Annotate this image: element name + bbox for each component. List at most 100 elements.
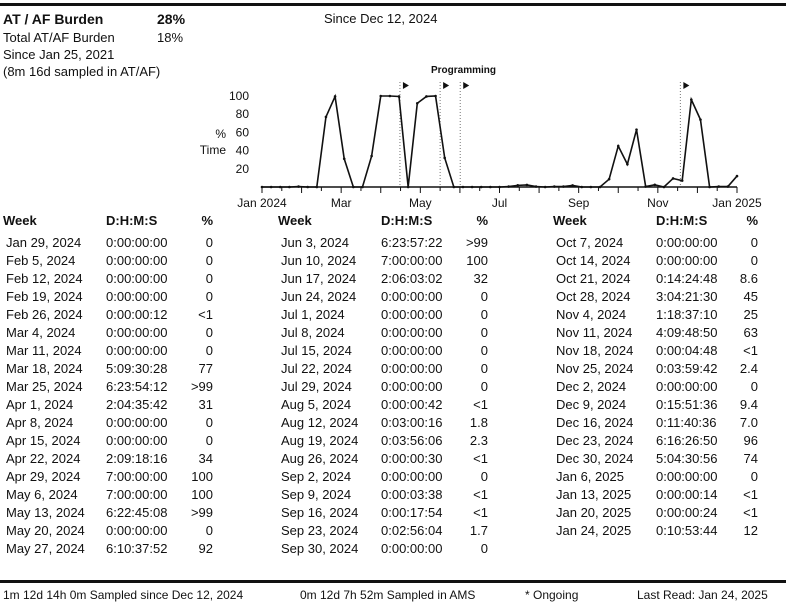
cell-week: Dec 23, 2024 <box>556 433 634 448</box>
cell-dhms: 7:00:00:00 <box>106 487 168 502</box>
cell-pct: 0 <box>750 253 758 268</box>
y-tick-label: 40 <box>236 144 250 158</box>
data-point <box>370 154 373 158</box>
cell-dhms: 0:00:00:00 <box>656 469 718 484</box>
table-row: May 13, 2024 6:22:45:08 >99 <box>3 505 213 523</box>
cell-pct: <1 <box>198 307 213 322</box>
header-week: Week <box>553 213 587 228</box>
cell-week: May 27, 2024 <box>6 541 85 556</box>
table-row: Apr 1, 2024 2:04:35:42 31 <box>3 397 213 415</box>
cell-dhms: 0:00:00:00 <box>106 433 168 448</box>
data-point <box>635 128 638 131</box>
data-point <box>324 115 328 119</box>
cell-pct: 0 <box>205 343 213 358</box>
cell-pct: 100 <box>466 253 488 268</box>
data-point <box>434 94 437 98</box>
cell-pct: 0 <box>480 289 488 304</box>
cell-pct: 2.3 <box>469 433 488 448</box>
cell-pct: >99 <box>190 505 213 520</box>
data-point <box>297 185 300 188</box>
cell-week: Dec 30, 2024 <box>556 451 634 466</box>
cell-week: Mar 4, 2024 <box>6 325 76 340</box>
cell-dhms: 2:09:18:16 <box>106 451 168 466</box>
data-point <box>525 183 529 187</box>
cell-week: Sep 2, 2024 <box>281 469 352 484</box>
cell-week: Nov 18, 2024 <box>556 343 634 358</box>
cell-week: Aug 26, 2024 <box>281 451 359 466</box>
cell-pct: 7.0 <box>739 415 758 430</box>
burden-series-line <box>262 93 738 188</box>
table-row: Sep 16, 2024 0:00:17:54 <1 <box>278 505 488 523</box>
table-row: Jun 24, 2024 0:00:00:00 0 <box>278 289 488 307</box>
cell-dhms: 0:00:00:00 <box>106 415 168 430</box>
cell-pct: 0 <box>205 415 213 430</box>
cell-pct: 0 <box>750 235 758 250</box>
x-tick-label: Mar <box>331 196 352 210</box>
data-point <box>315 185 319 189</box>
cell-dhms: 0:00:00:00 <box>381 469 443 484</box>
cell-week: Feb 19, 2024 <box>6 289 83 304</box>
table-row: Dec 9, 2024 0:15:51:36 9.4 <box>553 397 758 415</box>
cell-dhms: 0:00:00:30 <box>381 451 443 466</box>
table-row: Sep 23, 2024 0:02:56:04 1.7 <box>278 523 488 541</box>
table-row: Sep 2, 2024 0:00:00:00 0 <box>278 469 488 487</box>
programming-marker-icon <box>683 82 690 89</box>
header-dhms: D:H:M:S <box>106 213 158 228</box>
table-column-2: Week D:H:M:S% Jun 3, 2024 6:23:57:22 >99 Jun … <box>278 213 488 559</box>
data-point <box>443 156 446 160</box>
table-row: Jul 1, 2024 0:00:00:00 0 <box>278 307 488 325</box>
cell-dhms: 5:04:30:56 <box>656 451 718 466</box>
cell-week: Sep 30, 2024 <box>281 541 359 556</box>
x-tick-label: Jan 2024 <box>237 196 287 210</box>
data-point <box>534 185 538 188</box>
table-row: Aug 12, 2024 0:03:00:16 1.8 <box>278 415 488 433</box>
table-row: Mar 11, 2024 0:00:00:00 0 <box>3 343 213 361</box>
cell-week: Jul 29, 2024 <box>281 379 352 394</box>
cell-dhms: 0:00:00:42 <box>381 397 443 412</box>
cell-week: Jul 15, 2024 <box>281 343 352 358</box>
table-row: Oct 21, 2024 0:14:24:48 8.6 <box>553 271 758 289</box>
table-row: May 6, 2024 7:00:00:00 100 <box>3 487 213 505</box>
cell-dhms: 0:00:00:00 <box>106 523 168 538</box>
table-row: Aug 26, 2024 0:00:00:30 <1 <box>278 451 488 469</box>
cell-pct: 1.8 <box>469 415 488 430</box>
data-point <box>260 185 264 189</box>
data-point <box>352 185 355 189</box>
data-point <box>288 185 291 189</box>
cell-dhms: 0:03:00:16 <box>381 415 443 430</box>
cell-dhms: 3:04:21:30 <box>656 289 718 304</box>
cell-pct: 100 <box>191 487 213 502</box>
cell-week: Apr 1, 2024 <box>6 397 74 412</box>
table-row: Apr 15, 2024 0:00:00:00 0 <box>3 433 213 451</box>
footer-last-read: Last Read: Jan 24, 2025 <box>637 588 768 602</box>
cell-pct: 0 <box>205 271 213 286</box>
cell-week: Oct 28, 2024 <box>556 289 631 304</box>
cell-dhms: 0:03:59:42 <box>656 361 718 376</box>
cell-pct: 0 <box>205 433 213 448</box>
cell-week: Jun 24, 2024 <box>281 289 357 304</box>
cell-week: May 6, 2024 <box>6 487 78 502</box>
table-row: Jan 20, 2025 0:00:00:24 <1 <box>553 505 758 523</box>
cell-pct: 92 <box>198 541 213 556</box>
y-tick-label: 100 <box>229 89 249 103</box>
programming-marker-icon <box>443 82 450 89</box>
table-row: Jan 29, 2024 0:00:00:00 0 <box>3 235 213 253</box>
table-header: Week D:H:M:S% <box>3 213 213 235</box>
x-tick-label: Jul <box>492 196 507 210</box>
table-row: Dec 30, 2024 5:04:30:56 74 <box>553 451 758 469</box>
table-row: Feb 5, 2024 0:00:00:00 0 <box>3 253 213 271</box>
table-row: Apr 8, 2024 0:00:00:00 0 <box>3 415 213 433</box>
cell-dhms: 6:16:26:50 <box>656 433 718 448</box>
cell-week: Jul 1, 2024 <box>281 307 345 322</box>
cell-week: May 20, 2024 <box>6 523 85 538</box>
cell-dhms: 0:00:00:12 <box>106 307 168 322</box>
cell-dhms: 0:00:00:00 <box>381 361 443 376</box>
cell-pct: 0 <box>205 253 213 268</box>
header-dhms: D:H:M:S <box>656 213 708 228</box>
cell-week: Jun 3, 2024 <box>281 235 349 250</box>
cell-pct: 74 <box>743 451 758 466</box>
table-row: Mar 4, 2024 0:00:00:00 0 <box>3 325 213 343</box>
data-point <box>507 185 510 188</box>
cell-dhms: 0:00:03:38 <box>381 487 443 502</box>
x-tick-label: Nov <box>647 196 668 210</box>
